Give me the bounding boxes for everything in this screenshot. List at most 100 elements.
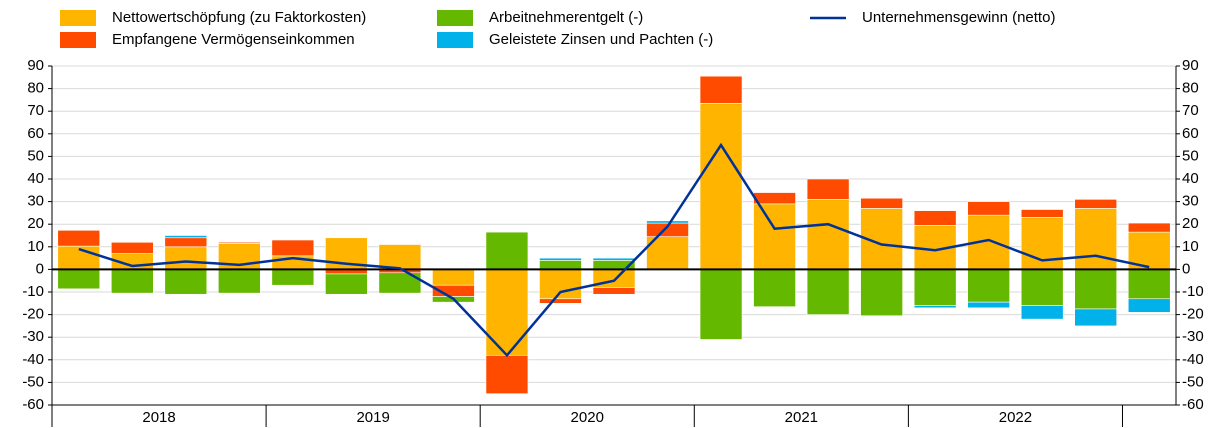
y2-tick-label: 80	[1182, 80, 1199, 97]
bar-segment	[539, 269, 582, 300]
y2-tick-label: 0	[1182, 260, 1190, 277]
bar-segment	[913, 269, 957, 306]
legend-label: Geleistete Zinsen und Pachten (-)	[489, 31, 713, 48]
x-group-label: 2022	[999, 409, 1032, 426]
legend-swatch	[437, 10, 473, 26]
legend-label: Unternehmensgewinn (netto)	[862, 9, 1055, 26]
y-tick-label: -60	[22, 396, 44, 413]
y-tick-label: 70	[27, 102, 44, 119]
y-tick-label: 0	[36, 260, 44, 277]
bar-segment	[699, 102, 743, 270]
bar-segment	[592, 257, 636, 261]
bar-segment	[271, 269, 315, 286]
bar-segment	[860, 197, 903, 209]
y2-tick-label: -30	[1182, 328, 1204, 345]
legend-swatch	[60, 10, 96, 26]
x-group-label: 2018	[142, 409, 175, 426]
bar-segment	[110, 269, 154, 294]
y-tick-label: 50	[27, 147, 44, 164]
bar-segment	[860, 269, 903, 317]
bar-segment	[806, 199, 850, 270]
legend-label: Empfangene Vermögenseinkommen	[112, 31, 355, 48]
bar-segment	[164, 246, 208, 270]
bar-segment	[378, 244, 422, 270]
bar-segment	[592, 287, 636, 295]
bar-segment	[1020, 209, 1064, 218]
y2-tick-label: 90	[1182, 57, 1199, 74]
y-tick-label: 20	[27, 215, 44, 232]
y-tick-label: 90	[27, 57, 44, 74]
bar-segment	[539, 260, 582, 270]
y2-tick-label: 40	[1182, 170, 1199, 187]
legend-swatch	[437, 32, 473, 48]
y-tick-label: 30	[27, 193, 44, 210]
bar-segment	[646, 220, 689, 224]
legend-swatch	[60, 32, 96, 48]
bar-segment	[913, 305, 957, 309]
bar-segment	[699, 75, 743, 104]
bar-segment	[539, 298, 582, 304]
y2-tick-label: -50	[1182, 373, 1204, 390]
bar-segment	[1020, 305, 1064, 320]
bar-segment	[1127, 269, 1171, 300]
bar-segment	[271, 239, 315, 257]
y2-tick-label: -20	[1182, 306, 1204, 323]
x-group-label: 2021	[785, 409, 818, 426]
y2-tick-label: 50	[1182, 147, 1199, 164]
y2-tick-label: 30	[1182, 193, 1199, 210]
bar-segment	[218, 269, 261, 294]
legend-label: Nettowertschöpfung (zu Faktorkosten)	[112, 9, 366, 26]
y-tick-label: -40	[22, 351, 44, 368]
y2-tick-label: 70	[1182, 102, 1199, 119]
y-tick-label: -50	[22, 373, 44, 390]
x-group-label: 2019	[356, 409, 389, 426]
bar-segment	[110, 241, 154, 254]
bar-segment	[806, 178, 850, 200]
bar-segment	[1074, 208, 1118, 270]
y2-tick-label: -10	[1182, 283, 1204, 300]
bar-segment	[325, 273, 368, 295]
legend-label: Arbeitnehmerentgelt (-)	[489, 9, 643, 26]
y2-tick-label: -60	[1182, 396, 1204, 413]
y-tick-label: 40	[27, 170, 44, 187]
bar-segment	[967, 301, 1010, 309]
y2-tick-label: 60	[1182, 125, 1199, 142]
bar-segment	[806, 269, 850, 315]
y-tick-label: -20	[22, 306, 44, 323]
bar-segment	[1127, 298, 1171, 313]
y2-tick-label: -40	[1182, 351, 1204, 368]
bar-segment	[485, 354, 529, 394]
bar-segment	[164, 237, 208, 248]
bar-segment	[539, 257, 582, 261]
x-group-label: 2020	[571, 409, 604, 426]
bar-segment	[699, 269, 743, 340]
bar-segment	[57, 269, 101, 290]
bar-segment	[164, 235, 208, 239]
bar-segment	[1074, 199, 1118, 209]
bar-segment	[967, 269, 1010, 303]
bar-segment	[753, 269, 796, 307]
bar-segment	[1074, 308, 1118, 327]
bar-segment	[432, 269, 475, 286]
bar-segment	[913, 210, 957, 226]
bar-segment	[57, 230, 101, 247]
bar-segment	[753, 203, 796, 270]
bar-segment	[218, 241, 261, 244]
bar-segment	[753, 192, 796, 205]
y2-tick-label: 10	[1182, 238, 1199, 255]
y-tick-label: -10	[22, 283, 44, 300]
bar-segment	[1074, 269, 1118, 310]
bar-segment	[1127, 222, 1171, 233]
bar-segment	[485, 231, 529, 270]
y-tick-label: 80	[27, 80, 44, 97]
bar-segment	[967, 201, 1010, 216]
line-series	[78, 142, 1150, 358]
y-tick-label: 60	[27, 125, 44, 142]
bar-segment	[164, 269, 208, 295]
bar-segment	[485, 269, 529, 356]
bar-segment	[378, 272, 422, 294]
y-tick-label: 10	[27, 238, 44, 255]
y2-tick-label: 20	[1182, 215, 1199, 232]
bar-segment	[1020, 269, 1064, 306]
